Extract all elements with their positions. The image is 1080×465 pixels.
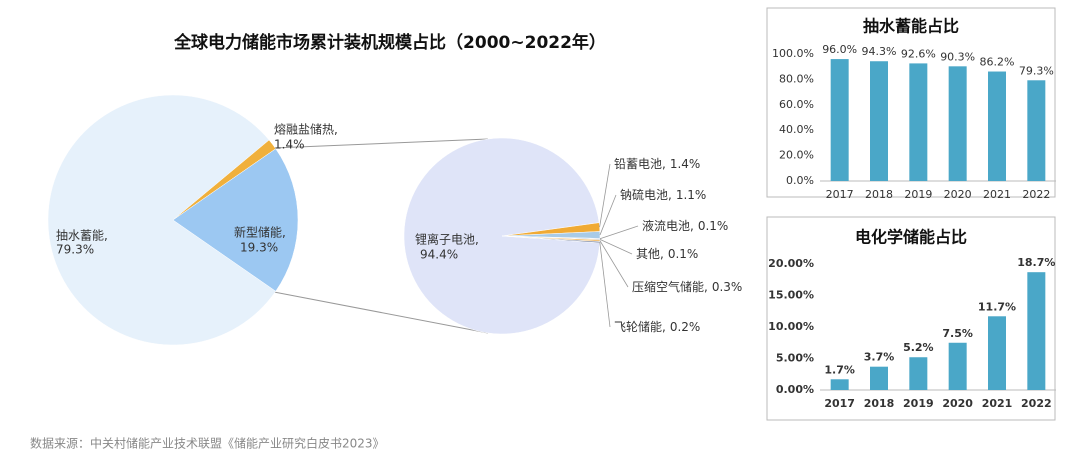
category-label: 铅蓄电池, — [614, 157, 666, 171]
value-label: 1.1% — [676, 188, 707, 202]
x-tick-label: 2018 — [865, 188, 893, 201]
bar — [909, 357, 928, 390]
value-label: 19.3% — [240, 241, 278, 255]
value-label: 0.1% — [668, 247, 699, 261]
slice-label: 钠硫电池, 1.1% — [620, 187, 706, 202]
value-label: 79.3% — [56, 243, 94, 257]
category-label: 其他, — [636, 247, 664, 261]
leader-line — [599, 163, 611, 228]
category-label: 抽水蓄能, — [56, 229, 108, 243]
bar — [830, 379, 849, 390]
slice-label: 其他, 0.1% — [636, 247, 698, 261]
bar — [870, 366, 888, 390]
bar — [1027, 272, 1046, 390]
y-tick-label: 0.00% — [776, 383, 814, 396]
source-note: 数据来源：中关村储能产业技术联盟《储能产业研究白皮书2023》 — [30, 436, 385, 451]
value-label: 90.3% — [940, 50, 975, 63]
bar — [988, 71, 1006, 181]
x-tick-label: 2020 — [944, 188, 972, 201]
value-label: 1.7% — [824, 363, 855, 376]
category-label: 飞轮储能, — [614, 319, 666, 334]
connector-line — [273, 138, 489, 149]
x-tick-label: 2019 — [904, 188, 932, 201]
value-label: 0.1% — [698, 219, 729, 233]
y-tick-label: 0.0% — [786, 174, 814, 187]
chart-title: 抽水蓄能占比 — [863, 17, 959, 36]
connector-line — [273, 291, 489, 334]
chart-title: 电化学储能占比 — [855, 228, 967, 247]
pie-slice — [172, 148, 299, 292]
value-label: 18.7% — [1017, 256, 1055, 269]
value-label: 94.3% — [862, 45, 897, 58]
bar — [830, 59, 849, 181]
x-tick-label: 2022 — [1021, 397, 1052, 410]
category-label: 液流电池, — [642, 218, 694, 233]
value-label: 3.7% — [864, 351, 895, 364]
value-label: 96.0% — [822, 43, 857, 56]
value-label: 94.4% — [420, 248, 458, 262]
leader-line — [599, 239, 633, 255]
y-tick-label: 5.00% — [776, 352, 814, 365]
panel — [766, 7, 1056, 198]
value-label: 1.4% — [274, 138, 305, 152]
slice-label: 压缩空气储能, 0.3% — [632, 279, 742, 294]
y-tick-label: 10.00% — [768, 320, 814, 333]
value-label: 7.5% — [942, 327, 973, 340]
value-label: 86.2% — [980, 56, 1015, 69]
leader-line — [599, 194, 617, 236]
y-tick-label: 100.0% — [772, 47, 814, 60]
x-tick-label: 2019 — [903, 397, 934, 410]
bar — [1027, 80, 1046, 181]
pie-slice — [47, 94, 277, 346]
slice-label: 飞轮储能, 0.2% — [614, 319, 700, 334]
panel — [766, 216, 1056, 421]
value-label: 92.6% — [901, 47, 936, 60]
x-tick-label: 2020 — [942, 397, 973, 410]
x-tick-label: 2021 — [983, 188, 1011, 201]
y-tick-label: 15.00% — [768, 289, 814, 302]
bar — [948, 342, 967, 390]
x-tick-label: 2017 — [824, 397, 855, 410]
category-label: 熔融盐储热, — [274, 122, 338, 137]
y-tick-label: 20.00% — [768, 257, 814, 270]
bar — [870, 61, 888, 181]
value-label: 11.7% — [978, 300, 1016, 313]
value-label: 79.3% — [1019, 64, 1054, 77]
x-tick-label: 2021 — [982, 397, 1013, 410]
x-tick-label: 2017 — [826, 188, 854, 201]
category-label: 钠硫电池, — [620, 187, 672, 202]
value-label: 1.4% — [670, 157, 701, 171]
bar — [909, 63, 928, 182]
leader-line — [599, 240, 629, 288]
category-label: 新型储能, — [234, 225, 286, 240]
value-label: 0.3% — [712, 280, 743, 294]
slice-label: 铅蓄电池, 1.4% — [614, 157, 700, 171]
bar — [988, 316, 1006, 390]
category-label: 锂离子电池, — [415, 232, 479, 247]
bar — [948, 66, 967, 181]
value-label: 5.2% — [903, 341, 934, 354]
pie-slice — [403, 137, 601, 335]
y-tick-label: 40.0% — [779, 123, 814, 136]
x-tick-label: 2022 — [1022, 188, 1050, 201]
y-tick-label: 20.0% — [779, 149, 814, 162]
value-label: 0.2% — [670, 320, 701, 334]
leader-line — [599, 225, 639, 240]
y-tick-label: 80.0% — [779, 72, 814, 85]
leader-line — [599, 242, 611, 328]
x-tick-label: 2018 — [864, 397, 895, 410]
category-label: 压缩空气储能, — [632, 279, 708, 294]
y-tick-label: 60.0% — [779, 98, 814, 111]
chart-title: 全球电力储能市场累计装机规模占比（2000~2022年） — [173, 32, 606, 53]
slice-label: 液流电池, 0.1% — [642, 218, 728, 233]
